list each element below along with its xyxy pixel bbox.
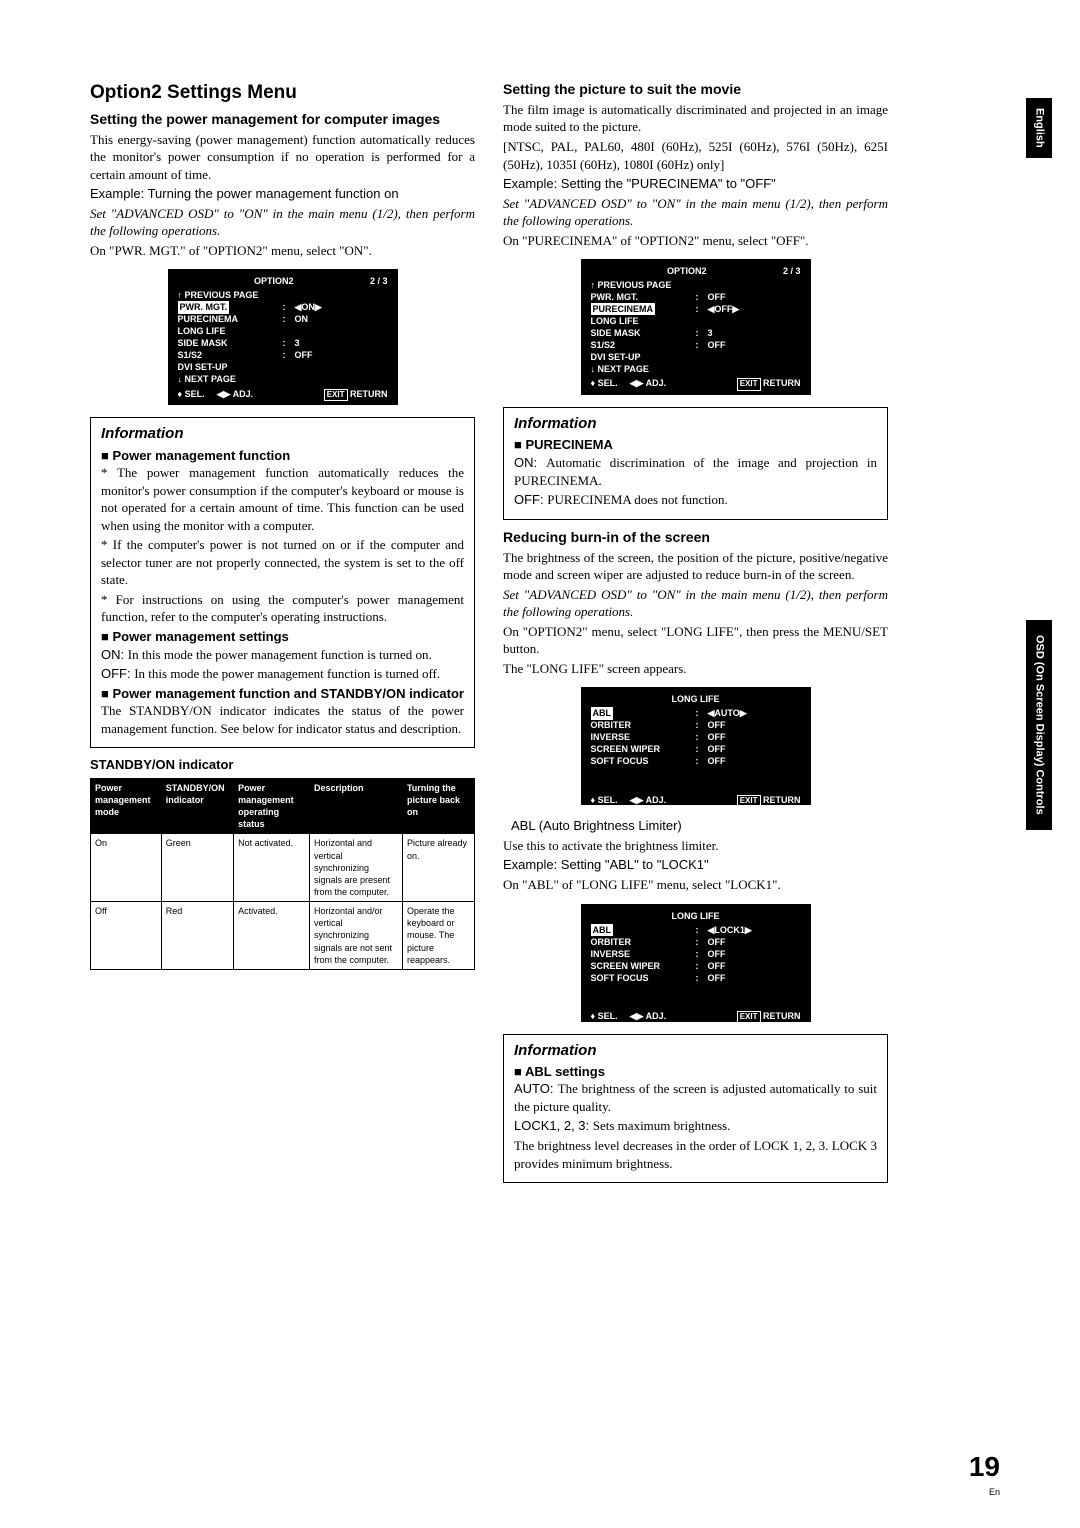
table-row: OffRedActivated.Horizontal and/or vertic…	[91, 902, 475, 970]
left-column: Option2 Settings Menu Setting the power …	[90, 80, 475, 1183]
table-header: Power management mode	[91, 778, 162, 834]
info3-l2: The brightness level decreases in the or…	[514, 1137, 877, 1172]
osd-menu-3: LONG LIFEABL:◀AUTO▶ORBITER:OFFINVERSE:OF…	[581, 687, 811, 805]
tab-osd: OSD (On Screen Display) Controls	[1026, 620, 1052, 830]
page-columns: Option2 Settings Menu Setting the power …	[90, 80, 990, 1183]
info1-b3: * For instructions on using the computer…	[101, 591, 464, 626]
right-column: Setting the picture to suit the movie Th…	[503, 80, 888, 1183]
sec2-p2: [NTSC, PAL, PAL60, 480I (60Hz), 525I (60…	[503, 138, 888, 173]
osd-menu-1: OPTION22 / 3↑ PREVIOUS PAGEPWR. MGT.:◀ON…	[168, 269, 398, 405]
sec2-p1: The film image is automatically discrimi…	[503, 101, 888, 136]
osd-menu-2: OPTION22 / 3↑ PREVIOUS PAGEPWR. MGT.:OFF…	[581, 259, 811, 395]
info-box-3: Information ABL settings AUTO: The brigh…	[503, 1034, 888, 1184]
table-cell: Horizontal and/or vertical synchronizing…	[309, 902, 402, 970]
table-cell: Green	[161, 834, 233, 902]
abl-label: ABL (Auto Brightness Limiter)	[511, 817, 888, 835]
sec3-p2: On "OPTION2" menu, select "LONG LIFE", t…	[503, 623, 888, 658]
info2-off: OFF: PURECINEMA does not function.	[514, 491, 877, 509]
info1-sub2: Power management settings	[101, 628, 464, 646]
sec2-italic: Set "ADVANCED OSD" to "ON" in the main m…	[503, 195, 888, 230]
info3-sub1: ABL settings	[514, 1063, 877, 1081]
info3-auto: AUTO: The brightness of the screen is ad…	[514, 1080, 877, 1115]
table-header: Description	[309, 778, 402, 834]
sec3-heading: Reducing burn-in of the screen	[503, 528, 888, 547]
sec3-p3: The "LONG LIFE" screen appears.	[503, 660, 888, 678]
table-header: Turning the picture back on	[402, 778, 474, 834]
info2-title: Information	[514, 414, 877, 434]
info2-sub1: PURECINEMA	[514, 436, 877, 454]
sec2-example: Example: Setting the "PURECINEMA" to "OF…	[503, 175, 888, 193]
sec3-italic: Set "ADVANCED OSD" to "ON" in the main m…	[503, 586, 888, 621]
sidebar-tabs: English OSD (On Screen Display) Controls	[1026, 0, 1052, 1400]
table-heading: STANDBY/ON indicator	[90, 756, 475, 774]
table-cell: On	[91, 834, 162, 902]
standby-table: Power management modeSTANDBY/ON indicato…	[90, 778, 475, 970]
info1-on: ON: In this mode the power management fu…	[101, 646, 464, 664]
sec2-heading: Setting the picture to suit the movie	[503, 80, 888, 99]
table-row: OnGreenNot activated.Horizontal and vert…	[91, 834, 475, 902]
table-cell: Horizontal and vertical synchronizing si…	[309, 834, 402, 902]
sec1-italic: Set "ADVANCED OSD" to "ON" in the main m…	[90, 205, 475, 240]
table-cell: Operate the keyboard or mouse. The pictu…	[402, 902, 474, 970]
info1-sub1: Power management function	[101, 447, 464, 465]
sec3-p1: The brightness of the screen, the positi…	[503, 549, 888, 584]
table-cell: Off	[91, 902, 162, 970]
osd-menu-4: LONG LIFEABL:◀LOCK1▶ORBITER:OFFINVERSE:O…	[581, 904, 811, 1022]
page-number: 19 En	[969, 1448, 1000, 1498]
sec1-p2: On "PWR. MGT." of "OPTION2" menu, select…	[90, 242, 475, 260]
info1-p3: The STANDBY/ON indicator indicates the s…	[101, 702, 464, 737]
info1-b2: * If the computer's power is not turned …	[101, 536, 464, 589]
sec3-p4: Use this to activate the brightness limi…	[503, 837, 888, 855]
info-box-2: Information PURECINEMA ON: Automatic dis…	[503, 407, 888, 519]
sec1-p1: This energy-saving (power management) fu…	[90, 131, 475, 184]
sec1-heading: Setting the power management for compute…	[90, 110, 475, 129]
info2-on: ON: Automatic discrimination of the imag…	[514, 454, 877, 489]
info3-title: Information	[514, 1041, 877, 1061]
table-header-row: Power management modeSTANDBY/ON indicato…	[91, 778, 475, 834]
table-cell: Activated.	[234, 902, 310, 970]
tab-english: English	[1026, 98, 1052, 158]
info1-b1: * The power management function automati…	[101, 464, 464, 534]
info-box-1: Information Power management function * …	[90, 417, 475, 748]
sec1-example: Example: Turning the power management fu…	[90, 185, 475, 203]
sec2-p3: On "PURECINEMA" of "OPTION2" menu, selec…	[503, 232, 888, 250]
table-header: Power management operating status	[234, 778, 310, 834]
info1-sub3: Power management function and STANDBY/ON…	[101, 685, 464, 703]
table-header: STANDBY/ON indicator	[161, 778, 233, 834]
table-cell: Red	[161, 902, 233, 970]
info-title: Information	[101, 424, 464, 444]
table-cell: Not activated.	[234, 834, 310, 902]
sec3-p5: On "ABL" of "LONG LIFE" menu, select "LO…	[503, 876, 888, 894]
info1-off: OFF: In this mode the power management f…	[101, 665, 464, 683]
sec3-example: Example: Setting "ABL" to "LOCK1"	[503, 856, 888, 874]
page-title: Option2 Settings Menu	[90, 80, 475, 106]
info3-lock: LOCK1, 2, 3: Sets maximum brightness.	[514, 1117, 877, 1135]
table-cell: Picture already on.	[402, 834, 474, 902]
